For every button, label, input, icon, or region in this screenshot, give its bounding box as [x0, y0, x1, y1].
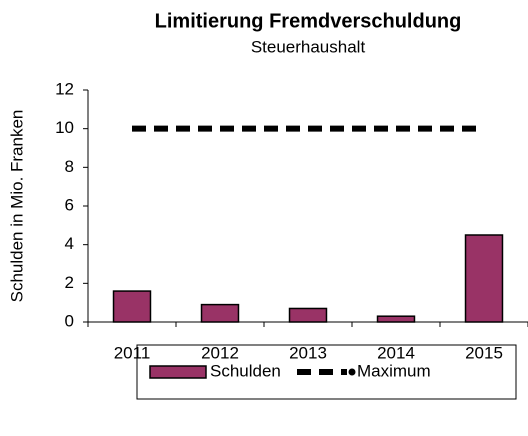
x-tick-label: 2013: [289, 343, 327, 362]
y-tick-label: 10: [55, 118, 74, 137]
y-tick-label: 0: [65, 311, 74, 330]
x-tick-label: 2015: [465, 343, 503, 362]
bar: [200, 303, 240, 323]
legend-label: Maximum: [357, 361, 431, 380]
chart-title: Limitierung Fremdverschuldung: [155, 10, 462, 32]
y-tick-label: 8: [65, 157, 74, 176]
legend-label: Schulden: [210, 361, 281, 380]
y-tick-label: 2: [65, 273, 74, 292]
x-tick-label: 2011: [114, 343, 151, 362]
legend-box: [136, 344, 517, 400]
y-tick-label: 4: [65, 234, 74, 253]
y-axis-label: Schulden in Mio. Franken: [7, 110, 26, 303]
legend-swatch: [149, 365, 207, 379]
y-tick-label: 6: [65, 195, 74, 214]
chart-subtitle: Steuerhaushalt: [251, 37, 366, 56]
x-tick-label: 2014: [377, 343, 415, 362]
bar: [464, 234, 504, 323]
bar: [376, 315, 416, 323]
x-tick-label: 2012: [201, 343, 239, 362]
legend-marker: [348, 368, 356, 376]
bar: [288, 307, 328, 323]
bar: [112, 290, 152, 323]
y-tick-label: 12: [55, 79, 74, 98]
